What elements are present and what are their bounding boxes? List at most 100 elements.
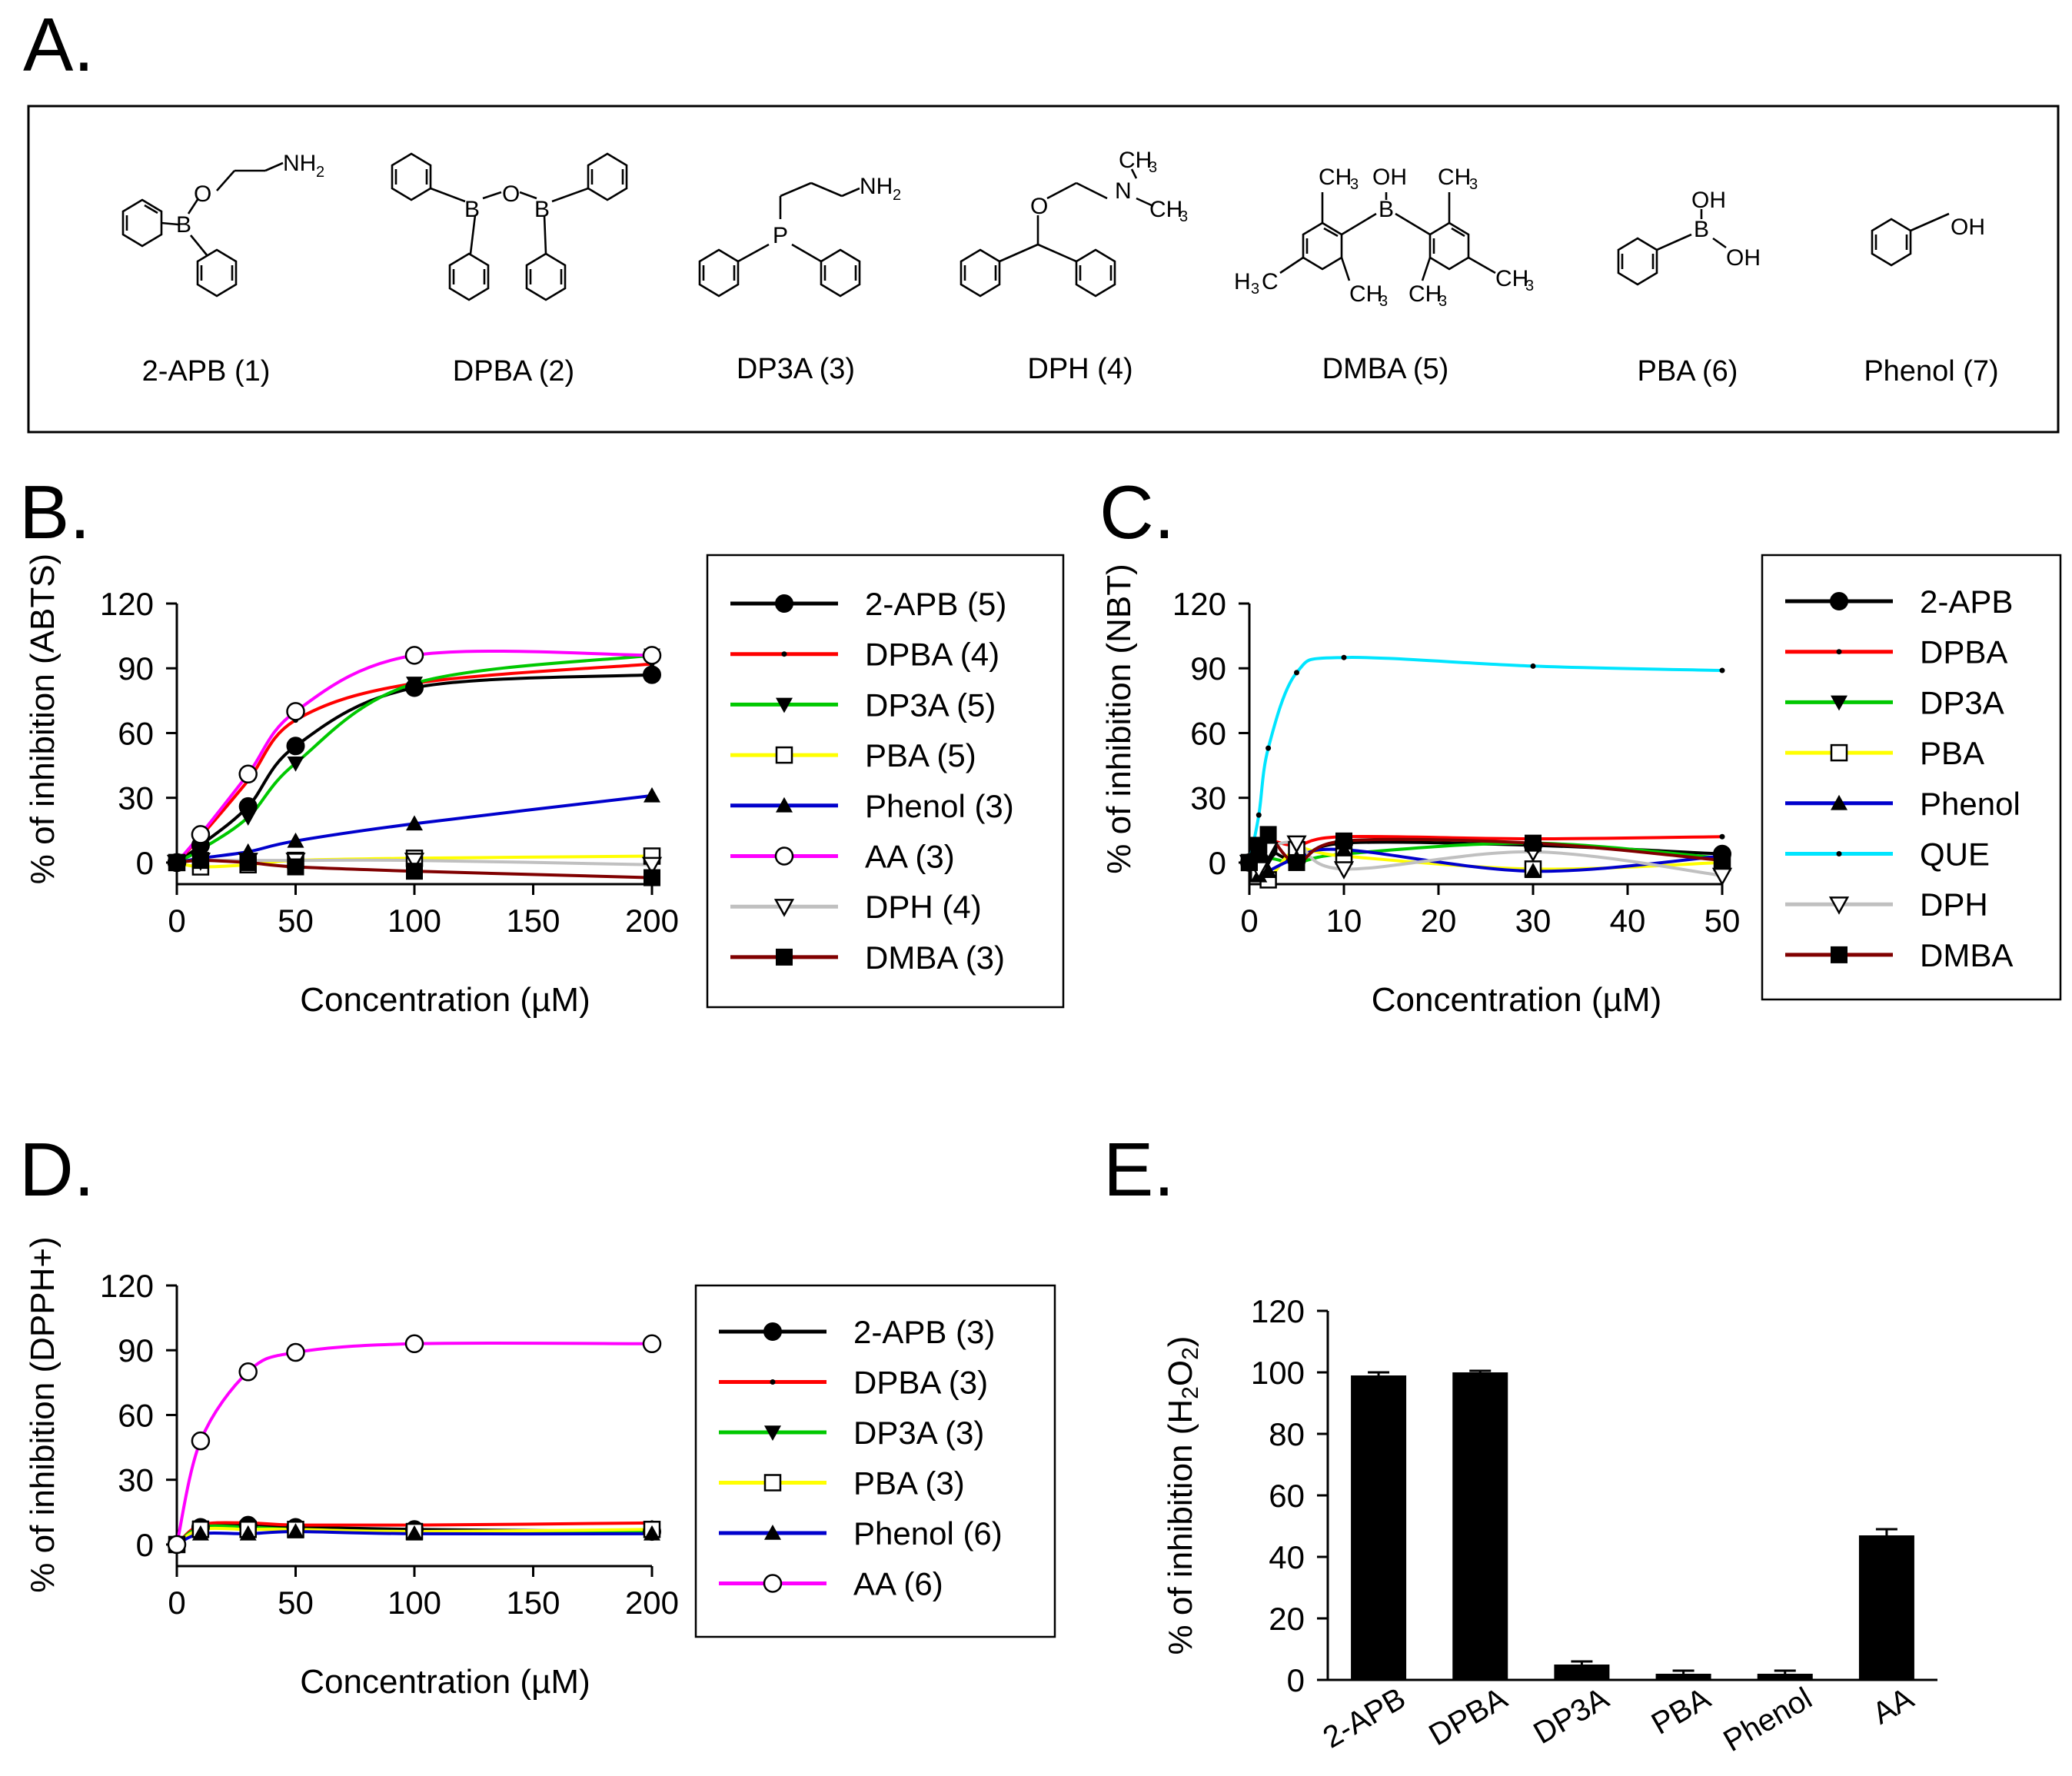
atom-subscript: 3 — [1379, 293, 1388, 310]
atom-subscript: 2 — [316, 164, 324, 181]
x-tick-label: 20 — [1421, 903, 1457, 939]
legend-label: DMBA — [1920, 937, 2013, 973]
legend-label: DP3A (5) — [865, 687, 996, 723]
data-point — [406, 1525, 423, 1541]
data-point — [1530, 663, 1536, 669]
legend-label: PBA (5) — [865, 737, 976, 773]
y-tick-label: 0 — [1209, 845, 1226, 881]
y-tick-label: 120 — [100, 586, 154, 622]
data-point — [286, 737, 305, 756]
bar — [1351, 1375, 1407, 1680]
data-point — [1294, 670, 1299, 676]
y-tick-label: 120 — [1172, 586, 1226, 622]
atom-subscript: 3 — [1525, 278, 1534, 294]
data-point — [238, 764, 258, 784]
atom-label: CH — [1349, 281, 1382, 307]
y-axis-title-part: ) — [1162, 1336, 1199, 1348]
data-point — [286, 1342, 305, 1362]
x-tick-label: 50 — [278, 903, 314, 939]
x-tick-label: PBA — [1646, 1681, 1717, 1741]
atom-label: H — [1234, 269, 1251, 294]
data-point — [287, 1523, 304, 1538]
legend-label: 2-APB (3) — [853, 1314, 995, 1350]
data-point — [1335, 832, 1352, 850]
structure-dp3a: P NH 2 — [698, 174, 901, 298]
atom-label: B — [1379, 197, 1394, 222]
y-tick-label: 120 — [100, 1268, 154, 1304]
atom-label: OH — [1691, 188, 1726, 213]
data-point — [644, 1525, 660, 1541]
data-point — [406, 677, 423, 692]
y-tick-label: 120 — [1251, 1293, 1305, 1329]
legend-marker — [1831, 946, 1848, 963]
legend-marker — [776, 948, 793, 966]
y-axis-title: % of inhibition (ABTS) — [24, 554, 62, 884]
structures-panel-frame — [27, 105, 2060, 434]
y-tick-label: 0 — [136, 845, 154, 881]
atom-subscript: 3 — [1350, 176, 1359, 193]
x-tick-label: DP3A — [1528, 1681, 1615, 1751]
x-tick-label: 150 — [506, 1585, 560, 1621]
x-tick-label: 2-APB — [1317, 1681, 1411, 1755]
legend-marker — [776, 797, 793, 813]
atom-label: N — [1115, 178, 1132, 204]
legend-box — [694, 1284, 1056, 1638]
atom-label: B — [534, 197, 550, 222]
legend-box — [706, 554, 1065, 1009]
x-tick-label: 200 — [625, 903, 679, 939]
legend-label: PBA — [1920, 735, 1984, 771]
legend-marker — [1828, 896, 1850, 915]
y-tick-label: 60 — [118, 715, 154, 751]
legend-marker — [764, 1425, 781, 1441]
data-point — [287, 756, 304, 772]
legend-label: DP3A — [1920, 684, 2004, 720]
x-tick-label: 0 — [1240, 903, 1258, 939]
legend-marker — [763, 1322, 782, 1341]
legend-label: DP3A (3) — [853, 1415, 984, 1451]
compound-label: PBA (6) — [1638, 355, 1738, 387]
legend-label: DPH (4) — [865, 889, 982, 925]
data-point — [1341, 654, 1347, 660]
data-point — [238, 1362, 258, 1382]
legend-marker — [775, 594, 793, 613]
legend-marker — [1830, 743, 1848, 762]
y-tick-label: 90 — [1190, 650, 1226, 687]
compound-label: DMBA (5) — [1322, 353, 1449, 385]
bar — [1554, 1665, 1610, 1680]
atom-label: CH — [1119, 148, 1152, 173]
y-axis-title-part: O — [1162, 1360, 1199, 1386]
data-point — [404, 853, 425, 871]
x-tick-label: 10 — [1326, 903, 1362, 939]
atom-subscript: 3 — [1179, 208, 1188, 225]
compound-label: 2-APB (1) — [142, 355, 271, 387]
chart-dpph: 0 30 60 90 120 0 50 100 150 200 Concentration (µM)… — [24, 1236, 1056, 1701]
legend-label: Phenol (3) — [865, 788, 1014, 824]
atom-label: O — [502, 181, 520, 207]
y-axis-title: % of inhibition (H2O2) — [1162, 1336, 1203, 1655]
atom-label: CH — [1149, 197, 1182, 222]
y-tick-label: 0 — [1287, 1662, 1305, 1698]
y-axis-title-part: 2 — [1178, 1347, 1203, 1360]
compound-label: DP3A (3) — [737, 353, 855, 385]
data-point — [642, 646, 662, 665]
data-point — [641, 856, 663, 876]
y-tick-label: 60 — [1269, 1478, 1305, 1514]
data-point — [168, 853, 185, 871]
legend-marker — [774, 846, 794, 866]
legend-label: DMBA (3) — [865, 940, 1005, 976]
data-point — [239, 1525, 257, 1541]
y-tick-label: 90 — [118, 1332, 154, 1369]
data-point — [1333, 861, 1355, 880]
atom-label: P — [773, 223, 788, 248]
panel-letter-e: E. — [1103, 1127, 1175, 1212]
data-point — [406, 863, 423, 880]
data-point — [644, 787, 660, 803]
x-tick-label: 100 — [387, 903, 441, 939]
legend-marker — [1836, 851, 1842, 856]
legend-label: Phenol (6) — [853, 1515, 1003, 1552]
legend-box — [1761, 554, 2062, 1001]
y-axis-title: % of inhibition (NBT) — [1100, 564, 1138, 873]
chart-abts: 0 30 60 90 120 0 50 100 150 200 Concentration (µM)… — [24, 554, 1065, 1019]
legend-label: AA (3) — [865, 839, 955, 875]
